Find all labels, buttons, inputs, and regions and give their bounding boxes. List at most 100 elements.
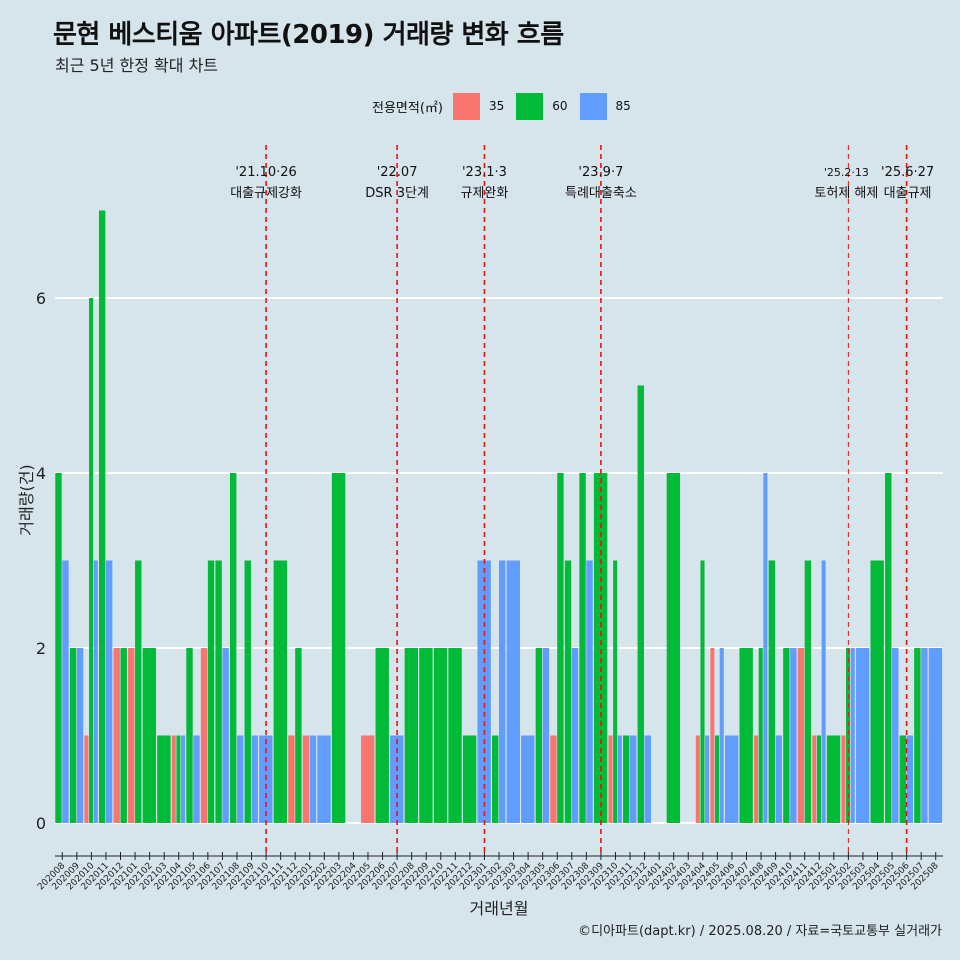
bar-202112-35 (288, 735, 295, 823)
bar-202405-85 (719, 648, 724, 823)
bar-202012-35 (113, 648, 120, 823)
bar-202104-60 (176, 735, 181, 823)
bar-202209-60 (419, 648, 433, 823)
event-label-202502: 토허제 해제 (814, 186, 878, 201)
bar-202501-60 (826, 735, 841, 823)
bar-202408-60 (758, 648, 763, 823)
bar-202105-85 (193, 735, 200, 823)
bar-202107-85 (222, 648, 229, 823)
bar-202407-60 (739, 648, 753, 823)
bar-202105-60 (186, 648, 193, 823)
bar-202303-85 (506, 560, 520, 823)
legend-swatch-85 (579, 92, 607, 120)
bar-202307-60 (564, 560, 572, 823)
bar-202201-85 (309, 735, 317, 823)
bar-202009-60 (69, 648, 77, 823)
bar-202206-60 (375, 648, 389, 823)
bar-202505-85 (892, 648, 899, 823)
event-date-202502: '25.2·13 (824, 166, 869, 179)
bar-202411-60 (804, 560, 812, 823)
bar-202309-60 (593, 473, 608, 823)
bar-202210-60 (433, 648, 448, 823)
bar-202410-60 (783, 648, 790, 823)
bar-202305-60 (535, 648, 543, 823)
bar-202212-60 (462, 735, 477, 823)
bar-202101-35 (128, 648, 135, 823)
bar-202505-60 (885, 473, 892, 823)
bar-202010-35 (84, 735, 89, 823)
bar-202102-60 (142, 648, 157, 823)
bar-202208-60 (404, 648, 419, 823)
bar-202408-35 (754, 735, 759, 823)
bar-202410-85 (790, 648, 797, 823)
legend-item-35: 35 (452, 92, 510, 120)
bar-202404-35 (695, 735, 700, 823)
bar-202306-35 (550, 735, 557, 823)
bar-202405-35 (710, 648, 715, 823)
bar-202508-85 (928, 648, 943, 823)
bar-202201-35 (302, 735, 310, 823)
y-tick-label-2: 2 (36, 639, 46, 658)
bar-202409-85 (775, 735, 782, 823)
y-tick-label-4: 4 (36, 464, 46, 483)
bar-202108-60 (229, 473, 237, 823)
bar-202109-85 (251, 735, 258, 823)
bar-202506-85 (906, 735, 913, 823)
bar-202109-60 (244, 560, 251, 823)
bar-202409-60 (768, 560, 775, 823)
bar-202405-60 (715, 735, 720, 823)
bar-202101-60 (135, 560, 142, 823)
y-tick-label-6: 6 (36, 289, 46, 308)
x-axis-title: 거래년월 (470, 899, 529, 918)
bar-202308-60 (579, 473, 586, 823)
bar-202106-35 (200, 648, 208, 823)
legend-label-60: 60 (552, 99, 568, 113)
event-label-202301: 규제완화 (461, 186, 509, 201)
bar-202502-35 (841, 735, 846, 823)
bar-202009-85 (76, 648, 84, 823)
event-date-202110: '21.10·26 (235, 165, 296, 180)
y-tick-label-0: 0 (36, 814, 46, 833)
bar-202310-85 (617, 735, 622, 823)
bar-202310-35 (608, 735, 613, 823)
bar-202402-60 (666, 473, 681, 823)
bar-202211-60 (448, 648, 462, 823)
legend-swatch-35 (452, 92, 480, 120)
bar-202502-60 (846, 648, 851, 823)
bar-202507-85 (921, 648, 928, 823)
bar-202503-85 (855, 648, 870, 823)
bar-202010-60 (89, 298, 94, 823)
bar-202205-35 (361, 735, 375, 823)
chart-title: 문현 베스티움 아파트(2019) 거래량 변화 흐름 (53, 20, 564, 50)
y-axis-title: 거래량(건) (17, 464, 36, 535)
bar-202305-85 (542, 648, 550, 823)
event-date-202301: '23.1·3 (462, 165, 507, 180)
bar-202104-35 (171, 735, 176, 823)
bar-202312-85 (644, 735, 651, 823)
bar-202412-35 (812, 735, 817, 823)
bar-202103-60 (157, 735, 171, 823)
legend-label-85: 85 (615, 99, 631, 113)
legend-item-85: 85 (579, 92, 637, 120)
bar-202104-85 (181, 735, 186, 823)
bar-202301-85 (477, 560, 491, 823)
bar-202011-85 (105, 560, 113, 823)
bar-202111-60 (273, 560, 288, 823)
bar-202312-60 (637, 385, 644, 823)
legend-title: 전용면적(㎡) (372, 100, 443, 116)
bar-202404-85 (705, 735, 710, 823)
bar-202008-60 (55, 473, 62, 823)
bar-202412-85 (821, 560, 826, 823)
bar-202507-60 (914, 648, 921, 823)
bar-202404-60 (700, 560, 705, 823)
bar-202306-60 (557, 473, 564, 823)
bar-202008-85 (62, 560, 69, 823)
event-label-202506: 대출규제 (884, 186, 932, 201)
bar-202411-35 (797, 648, 805, 823)
bar-202506-60 (899, 735, 907, 823)
chart-subtitle: 최근 5년 한정 확대 차트 (55, 56, 219, 75)
bar-202311-60 (623, 735, 630, 823)
legend: 전용면적(㎡) 35 60 85 (372, 92, 643, 120)
